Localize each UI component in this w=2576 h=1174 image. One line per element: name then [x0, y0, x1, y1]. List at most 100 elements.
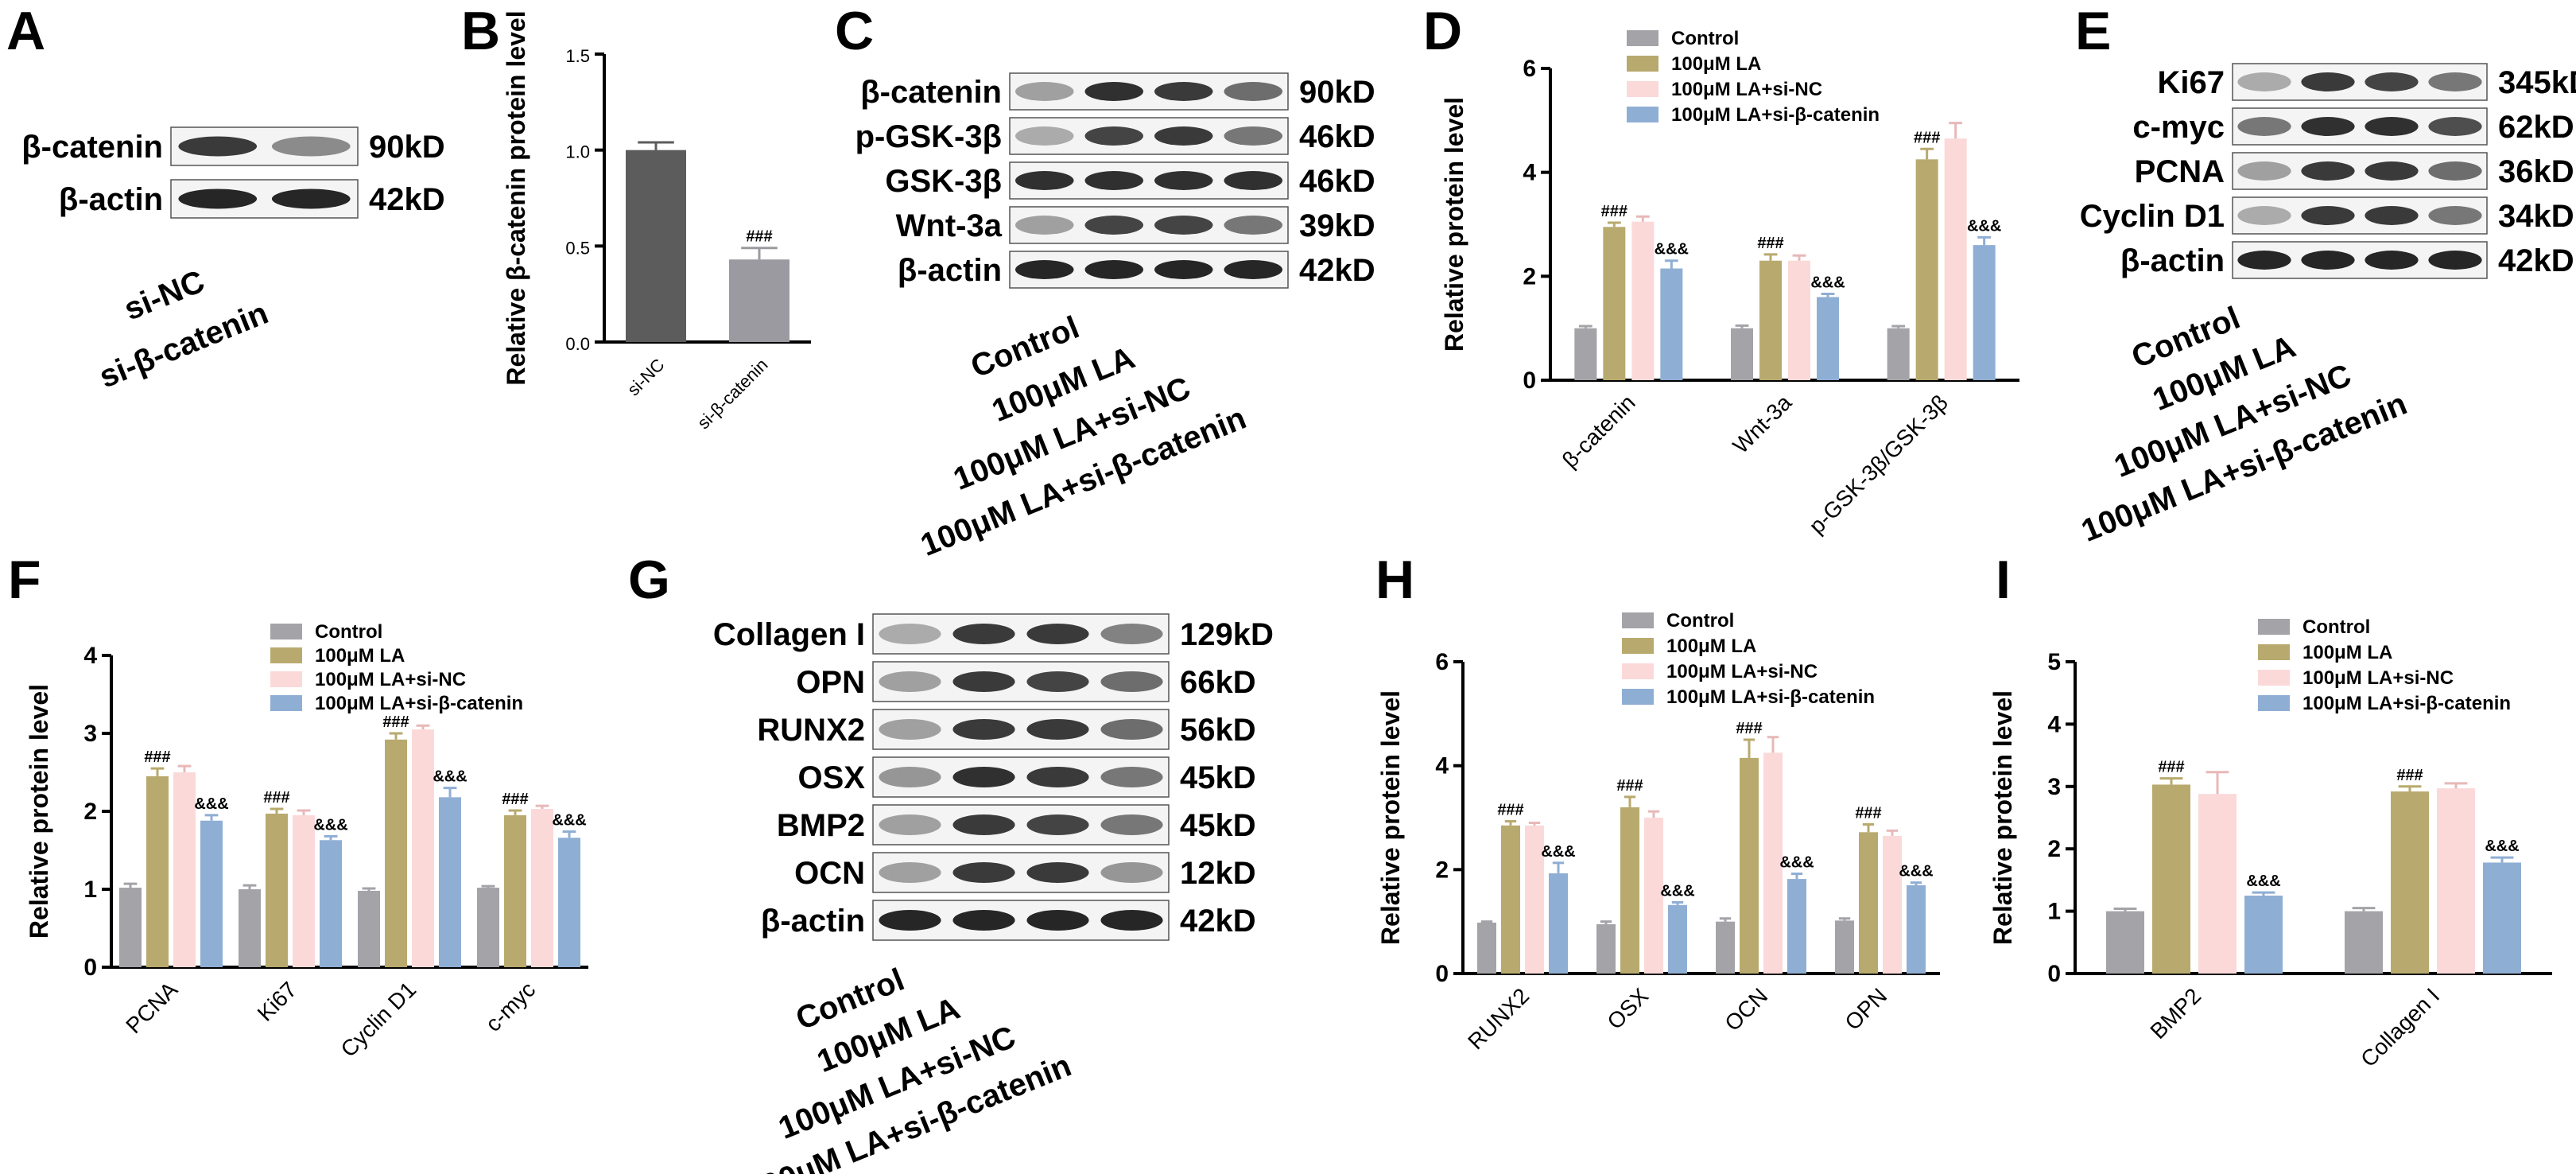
legend-swatch	[270, 647, 302, 663]
blot-band	[2301, 117, 2355, 136]
blot-band	[879, 814, 941, 835]
legend-swatch	[1622, 663, 1654, 679]
blot-band	[178, 189, 258, 209]
bar	[1817, 297, 1839, 380]
bar	[2483, 862, 2521, 974]
blot-row: β-actin 42kD	[59, 179, 445, 219]
blot-band	[178, 136, 258, 157]
significance-mark: ###	[746, 228, 772, 246]
significance-mark: &&&	[194, 795, 228, 813]
blot-row: GSK-3β 46kD	[885, 161, 1375, 200]
protein-label: PCNA	[2135, 154, 2225, 189]
blot-row: BMP2 45kD	[777, 804, 1256, 846]
legend-label: 100μM LA+si-β-catenin	[1671, 104, 1880, 126]
blot-band	[2301, 72, 2355, 91]
blot-row: p-GSK-3β 46kD	[855, 117, 1375, 155]
bar	[320, 840, 342, 967]
category-label: Collagen I	[2356, 983, 2444, 1071]
y-tick-label: 4	[2047, 711, 2061, 737]
y-tick-label: 6	[1435, 649, 1449, 675]
legend-swatch	[1627, 56, 1658, 72]
blot-row: Wnt-3a 39kD	[896, 206, 1375, 244]
panel-label: A	[6, 1, 45, 61]
y-tick-label: 6	[1523, 56, 1536, 82]
bar	[729, 259, 789, 342]
panel-label: E	[2075, 1, 2111, 61]
y-tick-label: 0	[2047, 961, 2061, 987]
blot-band	[1100, 862, 1163, 883]
blot-row: c-myc 62kD	[2132, 107, 2574, 146]
legend-label: 100μM LA+si-NC	[315, 669, 466, 690]
category-label: OCN	[1720, 983, 1772, 1036]
size-label: 39kD	[1299, 208, 1375, 243]
bar	[477, 888, 499, 967]
category-label: p-GSK-3β/GSK-3β	[1804, 390, 1953, 538]
blot-band	[952, 910, 1015, 931]
significance-mark: ###	[1601, 203, 1627, 220]
blot-row: OSX 45kD	[798, 756, 1256, 798]
blot-band	[2365, 72, 2419, 91]
size-label: 46kD	[1299, 119, 1375, 154]
y-tick-label: 2	[83, 799, 97, 825]
blot-band	[2365, 206, 2419, 225]
bar	[1731, 328, 1753, 380]
blot-band	[1015, 260, 1074, 279]
blot-band	[1154, 126, 1213, 146]
blot-band	[1084, 216, 1143, 235]
bar	[626, 150, 686, 342]
blot-row: β-catenin 90kD	[21, 126, 445, 166]
significance-mark: ###	[382, 713, 409, 731]
legend-label: Control	[1671, 28, 1739, 49]
bar	[173, 772, 196, 967]
bar	[1973, 245, 1996, 380]
blot-band	[2365, 251, 2419, 270]
bar	[558, 838, 580, 967]
significance-mark: ###	[1616, 777, 1643, 795]
legend-label: 100μM LA	[2302, 642, 2392, 663]
blot-band	[879, 719, 941, 740]
blot-band	[952, 862, 1015, 883]
legend-label: 100μM LA+si-β-catenin	[2302, 693, 2511, 714]
significance-mark: ###	[263, 789, 289, 807]
bar	[119, 888, 142, 967]
bar	[1549, 873, 1568, 974]
size-label: 62kD	[2498, 110, 2574, 145]
blot-band	[1026, 814, 1089, 835]
size-label: 66kD	[1180, 665, 1256, 700]
size-label: 90kD	[1299, 75, 1375, 110]
panel-i: I 0 1 2 3 4 5 Relative protein level ### ### &&& &&…	[1988, 549, 2576, 1174]
bar	[2106, 911, 2144, 974]
bar	[1763, 752, 1783, 974]
blot-band	[2428, 117, 2482, 136]
blot-band	[2428, 206, 2482, 225]
protein-label: Collagen I	[713, 617, 865, 652]
blot-band	[1026, 671, 1089, 692]
blot-band	[1015, 216, 1074, 235]
significance-mark: ###	[502, 791, 528, 808]
legend-swatch	[2258, 619, 2290, 635]
blot-band	[1154, 171, 1213, 190]
bar	[1574, 328, 1597, 380]
y-axis-title: Relative protein level	[1376, 690, 1405, 945]
bar	[1620, 807, 1639, 974]
blot-band	[271, 189, 351, 209]
significance-mark: ###	[2158, 759, 2184, 776]
category-label: RUNX2	[1463, 983, 1534, 1054]
bar	[1787, 879, 1806, 974]
bar	[385, 739, 407, 967]
y-tick-label: 2	[2047, 836, 2061, 862]
y-tick-label: 5	[2047, 649, 2061, 675]
significance-mark: &&&	[1810, 274, 1845, 292]
blot-row: Ki67 345kD	[2158, 63, 2576, 101]
category-label: Cyclin D1	[336, 977, 421, 1062]
size-label: 56kD	[1180, 713, 1256, 748]
blot-band	[879, 624, 941, 644]
significance-mark: &&&	[2485, 838, 2519, 855]
blot-band	[1154, 216, 1213, 235]
blot-row: RUNX2 56kD	[757, 709, 1256, 750]
category-label: Ki67	[253, 977, 302, 1026]
size-label: 34kD	[2498, 199, 2574, 234]
significance-mark: &&&	[1779, 854, 1814, 872]
significance-mark: ###	[2396, 767, 2423, 784]
bar	[2345, 911, 2383, 974]
